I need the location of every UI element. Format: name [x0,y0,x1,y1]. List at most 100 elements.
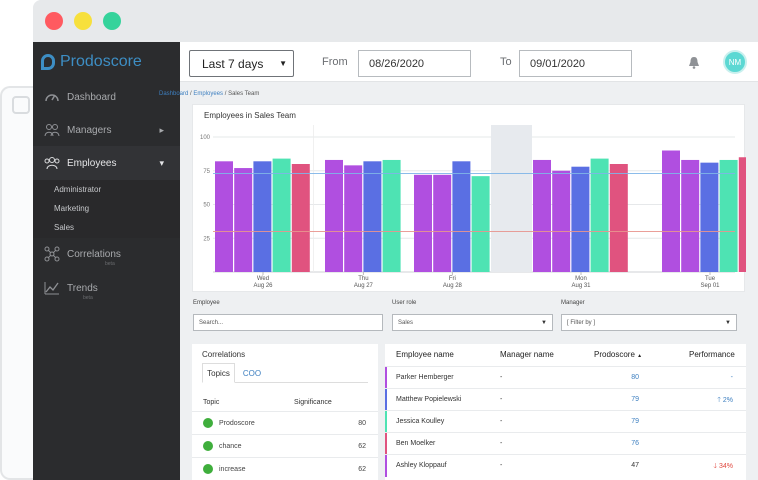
y-tick-label: 100 [200,135,211,141]
list-item[interactable]: Prodoscore 80 [192,411,378,434]
chart-bar[interactable] [533,159,551,272]
chart-bar[interactable] [253,161,272,272]
chart-bar[interactable] [590,158,609,272]
date-range-select[interactable]: Last 7 days ▼ [189,50,294,77]
employee-name[interactable]: Ashley Kloppauf [396,462,447,469]
topic-significance: 62 [358,466,366,473]
user-avatar[interactable]: NM [723,50,747,74]
performance-value: 🡓 34% [713,463,733,470]
chevron-down-icon: ▼ [541,319,547,326]
employee-search-placeholder: Search... [199,319,224,326]
chart-bar[interactable] [452,161,471,272]
chart-bar[interactable] [363,161,382,272]
brand-logo[interactable]: Prodoscore [41,52,142,72]
chart-bar[interactable] [325,159,343,272]
sidebar-item-label: Dashboard [67,91,116,103]
chart-bar[interactable] [552,170,571,272]
prodoscore-header-label: Prodoscore [594,350,635,359]
prodoscore-value: 79 [631,418,639,425]
prodoscore-column-header[interactable]: Prodoscore ▲ [594,350,642,359]
chart-bar[interactable] [609,164,628,272]
top-bar: Last 7 days ▼ From 08/26/2020 To 09/01/2… [180,42,758,82]
to-date-input[interactable]: 09/01/2020 [519,50,632,77]
minimize-window-button[interactable] [74,12,92,30]
submenu-item-marketing[interactable]: Marketing [54,204,90,213]
performance-column-header[interactable]: Performance [689,350,735,359]
chart-title: Employees in Sales Team [204,111,296,120]
sidebar-item-correlations[interactable]: Correlations beta [33,237,180,271]
chevron-down-icon: ▼ [279,59,287,68]
close-window-button[interactable] [45,12,63,30]
sidebar-item-trends[interactable]: Trends beta [33,271,180,305]
bell-icon[interactable] [688,56,700,69]
employees-icon [43,156,61,170]
chart-bar[interactable] [738,157,746,272]
chart-bar[interactable] [433,174,452,272]
weekend-gap-band [491,125,532,272]
employee-table: Employee name Manager name Prodoscore ▲ … [385,344,746,480]
chart-bar[interactable] [382,159,401,272]
from-date-input[interactable]: 08/26/2020 [358,50,471,77]
chart-bar[interactable] [291,164,310,272]
x-tick-label-date: Aug 31 [571,283,591,289]
row-color-indicator [385,433,387,455]
x-tick-label-day: Fri [449,276,456,282]
chart-bar[interactable] [344,165,363,272]
chart-bar[interactable] [662,150,680,273]
team-chart-card: Employees in Sales Team 100 75 50 25 Wed Aug … [192,104,746,292]
sidebar-item-managers[interactable]: Managers ▸ [33,113,180,147]
topic-name: increase [219,466,246,473]
beta-badge: beta [105,261,115,267]
submenu-item-administrator[interactable]: Administrator [54,185,102,194]
chart-bar[interactable] [700,162,719,272]
table-row[interactable]: Matthew Popielewski - 79 🡑 2% [385,388,746,411]
submenu-item-sales[interactable]: Sales [54,223,75,232]
chart-bar[interactable] [681,159,700,272]
chart-bar[interactable] [719,159,738,272]
topic-badge-icon [203,418,213,428]
table-row[interactable]: Jessica Koulley - 79 [385,410,746,433]
prodoscore-value: 47 [631,462,639,469]
employee-name[interactable]: Jessica Koulley [396,418,445,425]
sidebar-item-dashboard[interactable]: Dashboard [33,80,180,114]
manager-select[interactable]: [ Filter by ] ▼ [561,314,737,331]
table-row[interactable]: Ben Moelker - 76 [385,432,746,455]
tab-topics[interactable]: Topics [202,363,235,383]
chart-bar[interactable] [234,168,253,272]
chart-bar[interactable] [414,174,432,272]
performance-value: - [730,374,733,381]
chart-bar[interactable] [272,158,291,272]
role-filter-label: User role [392,300,417,306]
x-tick-label-date: Aug 26 [253,283,273,289]
manager-name-column-header[interactable]: Manager name [500,350,554,359]
chart-bar[interactable] [471,176,490,272]
employee-search-input[interactable]: Search... [193,314,383,331]
tab-coo[interactable]: COO [242,368,262,378]
sidebar-item-label: Employees [67,157,117,169]
chevron-down-icon: ▾ [159,157,164,168]
employee-name-column-header[interactable]: Employee name [396,350,454,359]
row-color-indicator [385,367,387,389]
chart-bar[interactable] [215,161,233,272]
filters-bar: Employee Search... User role Sales ▼ Man… [159,298,737,338]
employee-name[interactable]: Ben Moelker [396,440,436,447]
day-divider [313,125,314,272]
correlations-icon [43,246,61,262]
x-tick-label-day: Tue [705,276,716,282]
table-row[interactable]: Ashley Kloppauf - 47 🡓 34% [385,454,746,477]
employee-name[interactable]: Matthew Popielewski [396,396,462,403]
zoom-window-button[interactable] [103,12,121,30]
y-tick-label: 50 [203,203,210,209]
role-select[interactable]: Sales ▼ [392,314,553,331]
list-item[interactable]: increase 62 [192,457,378,480]
topic-column-header: Topic [203,399,220,406]
sidebar-item-employees[interactable]: Employees ▾ [33,146,180,180]
y-tick-label: 25 [203,236,210,242]
table-row[interactable]: Parker Hemberger - 80 - [385,366,746,389]
breadcrumb-employees[interactable]: Employees [193,91,224,97]
breadcrumb-dashboard[interactable]: Dashboard [159,91,189,97]
employee-name[interactable]: Parker Hemberger [396,374,454,381]
row-color-indicator [385,455,387,477]
chart-bar[interactable] [571,166,590,272]
list-item[interactable]: chance 62 [192,434,378,457]
